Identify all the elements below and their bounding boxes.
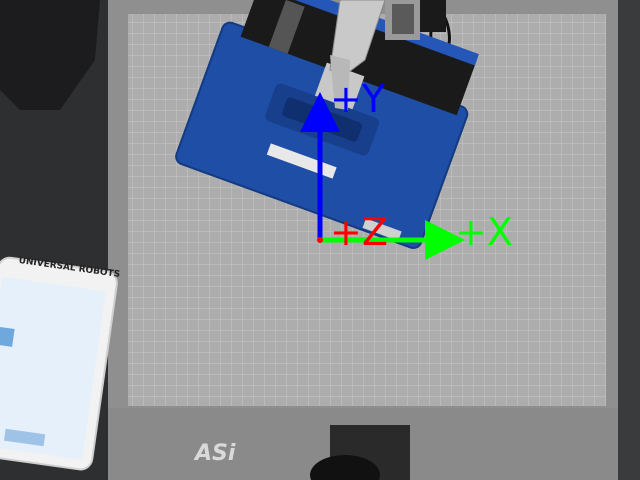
y-axis-label: +Y bbox=[330, 77, 386, 121]
x-axis-label: +X bbox=[455, 210, 513, 254]
robot-joint bbox=[310, 455, 380, 480]
z-axis-label: +Z bbox=[330, 210, 388, 254]
origin-point bbox=[317, 237, 323, 243]
robot-base-part bbox=[418, 0, 446, 32]
table-logo: ASi bbox=[193, 441, 236, 466]
coordinate-frame: +Y +X +Z bbox=[300, 77, 513, 260]
chair bbox=[0, 0, 100, 110]
robot-gripper bbox=[329, 0, 420, 110]
teach-pendant bbox=[0, 256, 118, 471]
